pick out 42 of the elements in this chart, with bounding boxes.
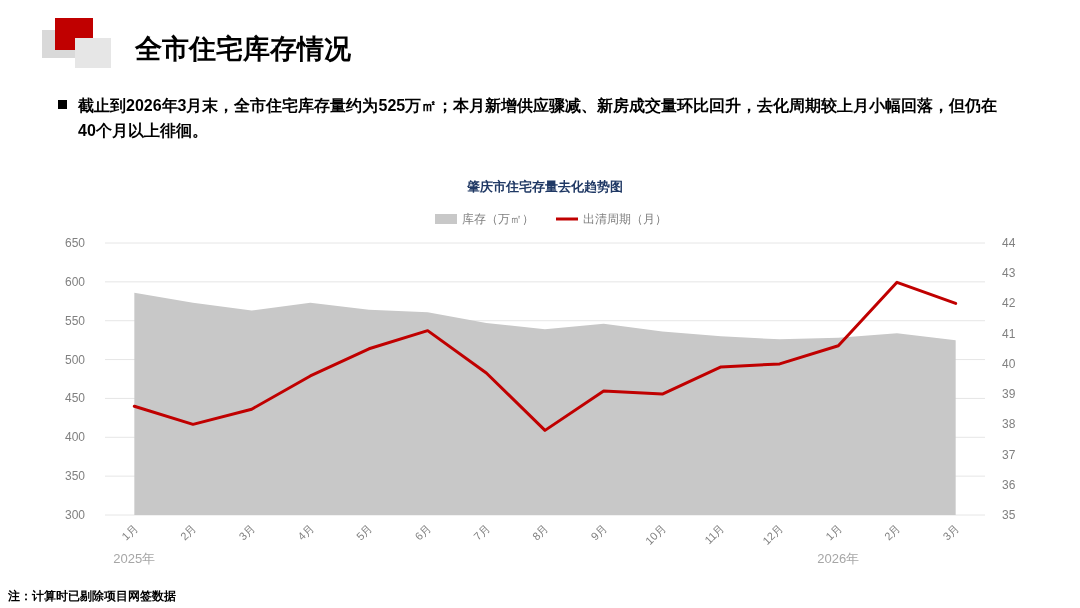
text: 注：计算时已剔除项目网签数据 <box>7 589 176 603</box>
text: 全市住宅库存情况 <box>134 34 352 64</box>
text: 2025年 <box>113 551 156 566</box>
x-tick-label: 8月 <box>529 521 551 543</box>
y-tick-label: 400 <box>64 430 86 445</box>
x-tick-label: 9月 <box>588 521 610 543</box>
x-tick-label: 10月 <box>642 521 668 547</box>
y2-tick-label: 36 <box>1002 477 1016 492</box>
legend-label: 库存（万㎡） <box>462 212 534 226</box>
x-tick-label: 12月 <box>760 521 786 547</box>
chart-subtitle: 截止到2026年3月末，全市住宅库存量约为525万㎡；本月新增供应骤减、新房成交量环比回升，去化周期较上月小幅回落，但仍在40个月以上徘徊。 <box>78 96 999 141</box>
x-tick-label: 3月 <box>236 521 258 543</box>
chart-title: 肇庆市住宅存量去化趋势图 <box>466 179 623 194</box>
line-series <box>132 280 958 432</box>
x-tick-label: 1月 <box>823 521 844 543</box>
y2-tick-label: 42 <box>1002 296 1016 311</box>
x-tick-label: 2月 <box>881 521 903 543</box>
y-tick-label: 550 <box>64 313 86 328</box>
y2-tick-label: 37 <box>1002 447 1016 462</box>
y2-tick-label: 41 <box>1002 326 1016 341</box>
x-tick-label: 6月 <box>412 521 434 543</box>
y2-tick-label: 35 <box>1002 508 1016 522</box>
x-tick-label: 3月 <box>940 521 962 543</box>
y-tick-label: 350 <box>64 469 86 484</box>
x-tick-label: 5月 <box>353 521 375 543</box>
y2-tick-label: 44 <box>1002 236 1016 250</box>
x-tick-label: 11月 <box>702 521 727 547</box>
text: 2026年 <box>817 551 860 566</box>
y-tick-label: 500 <box>64 352 86 367</box>
y-tick-label: 450 <box>64 391 86 406</box>
y-tick-label: 300 <box>64 508 86 522</box>
y2-tick-label: 38 <box>1002 417 1016 432</box>
y-tick-label: 600 <box>64 274 86 289</box>
y2-tick-label: 43 <box>1002 266 1016 281</box>
x-tick-label: 2月 <box>177 521 199 543</box>
y2-tick-label: 40 <box>1002 356 1016 371</box>
x-tick-label: 1月 <box>119 521 140 543</box>
legend-label: 出清周期（月） <box>583 212 667 226</box>
y-tick-label: 650 <box>64 236 86 250</box>
y2-tick-label: 39 <box>1002 387 1016 402</box>
x-tick-label: 7月 <box>471 521 492 543</box>
x-tick-label: 4月 <box>295 521 316 543</box>
